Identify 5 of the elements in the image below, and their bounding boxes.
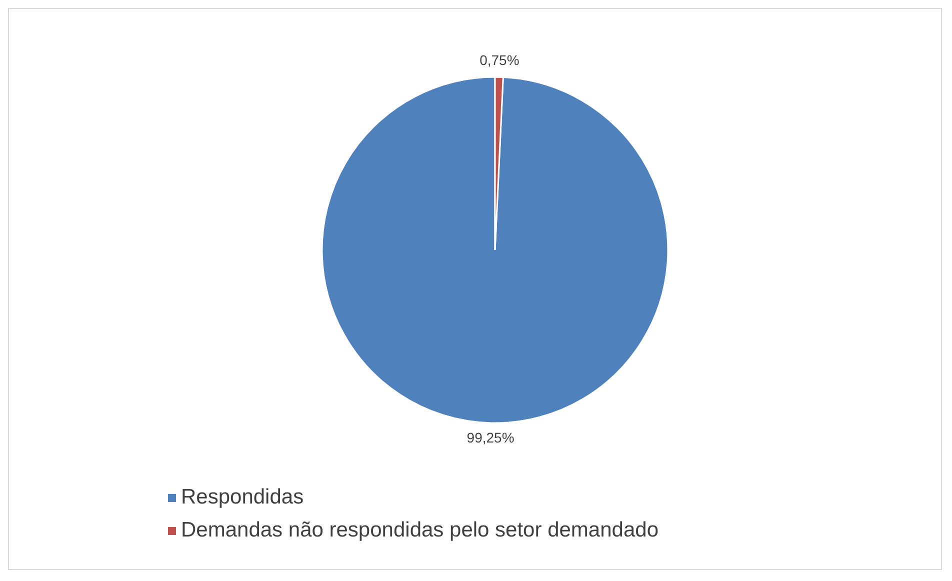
- data-label: 0,75%: [480, 52, 520, 68]
- pie-slice: [321, 76, 669, 424]
- legend-label: Demandas não respondidas pelo setor demandado: [181, 518, 658, 542]
- legend-label: Respondidas: [181, 486, 304, 509]
- data-label: 99,25%: [466, 430, 514, 446]
